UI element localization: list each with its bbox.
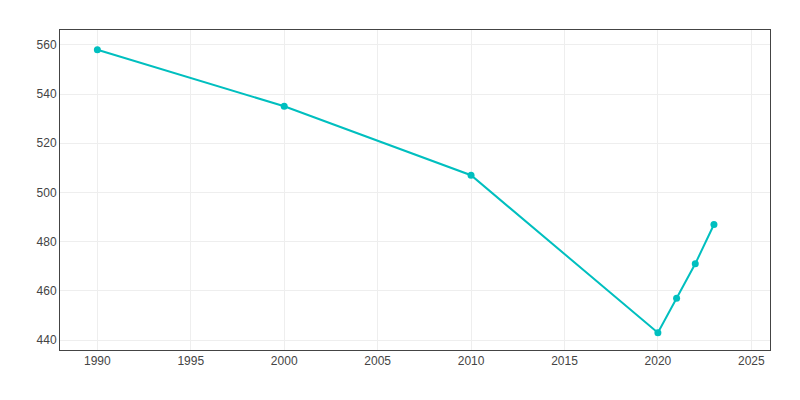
- svg-text:2000: 2000: [271, 354, 298, 368]
- svg-text:520: 520: [37, 136, 57, 150]
- svg-text:1990: 1990: [84, 354, 111, 368]
- svg-text:460: 460: [37, 284, 57, 298]
- svg-text:2015: 2015: [551, 354, 578, 368]
- svg-text:500: 500: [37, 186, 57, 200]
- svg-text:480: 480: [37, 235, 57, 249]
- svg-text:2025: 2025: [738, 354, 765, 368]
- svg-text:1995: 1995: [177, 354, 204, 368]
- svg-text:440: 440: [37, 333, 57, 347]
- svg-text:540: 540: [37, 87, 57, 101]
- svg-text:2020: 2020: [645, 354, 672, 368]
- svg-text:2010: 2010: [458, 354, 485, 368]
- svg-text:2005: 2005: [364, 354, 391, 368]
- svg-text:560: 560: [37, 38, 57, 52]
